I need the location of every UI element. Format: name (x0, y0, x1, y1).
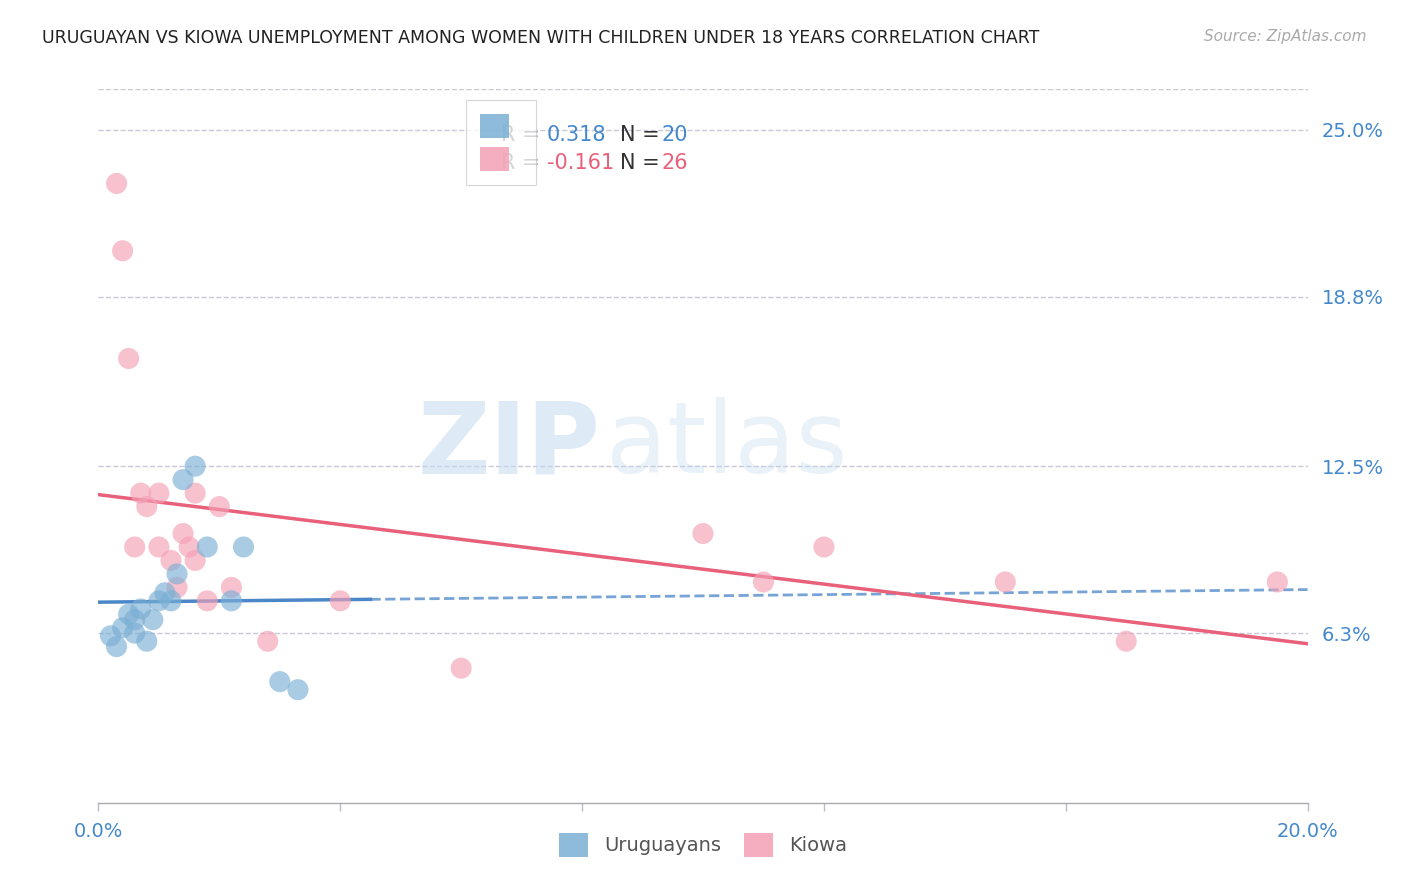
Point (752, 574, 775, 589)
Point (994, 574, 1017, 589)
Text: ZIP: ZIP (418, 398, 600, 494)
Point (232, 540, 254, 554)
Point (105, 640, 128, 654)
Text: 0.318: 0.318 (547, 125, 606, 145)
Point (172, 473, 194, 487)
Point (118, 607, 141, 622)
Point (172, 526, 194, 541)
Point (118, 351, 141, 366)
Point (142, 613, 165, 627)
Point (179, 540, 201, 554)
Legend: Uruguayans, Kiowa: Uruguayans, Kiowa (551, 825, 855, 864)
Point (160, 594, 183, 608)
Point (111, 621, 134, 635)
Text: -0.161: -0.161 (547, 153, 614, 173)
Text: R =: R = (501, 153, 540, 173)
Point (813, 540, 835, 554)
Text: URUGUAYAN VS KIOWA UNEMPLOYMENT AMONG WOMEN WITH CHILDREN UNDER 18 YEARS CORRELA: URUGUAYAN VS KIOWA UNEMPLOYMENT AMONG WO… (42, 29, 1039, 46)
Text: 20: 20 (662, 125, 689, 145)
Point (1267, 574, 1289, 589)
Point (111, 244, 134, 258)
Point (148, 486, 170, 500)
Point (208, 500, 231, 514)
Text: N =: N = (620, 153, 659, 173)
Point (129, 602, 152, 616)
Point (287, 682, 309, 697)
Point (195, 594, 218, 608)
Point (221, 594, 243, 608)
Point (153, 586, 176, 600)
Point (184, 553, 207, 567)
Point (124, 613, 146, 627)
Point (100, 629, 122, 643)
Point (1115, 634, 1137, 648)
Point (160, 553, 183, 567)
Text: Source: ZipAtlas.com: Source: ZipAtlas.com (1204, 29, 1367, 44)
Point (124, 626, 146, 640)
Point (256, 634, 278, 648)
Point (135, 500, 157, 514)
Point (129, 486, 152, 500)
Point (105, 177, 128, 191)
Text: N =: N = (620, 125, 659, 145)
Point (450, 661, 472, 675)
Point (692, 526, 714, 541)
Point (124, 540, 146, 554)
Point (221, 580, 243, 594)
Point (329, 594, 352, 608)
Point (166, 566, 188, 581)
Point (184, 459, 207, 474)
Point (269, 674, 291, 689)
Point (195, 540, 218, 554)
Point (148, 540, 170, 554)
Point (148, 594, 170, 608)
Point (166, 580, 188, 594)
Point (135, 634, 157, 648)
Text: 26: 26 (662, 153, 689, 173)
Text: atlas: atlas (606, 398, 848, 494)
Text: R =: R = (501, 125, 540, 145)
Point (184, 486, 207, 500)
